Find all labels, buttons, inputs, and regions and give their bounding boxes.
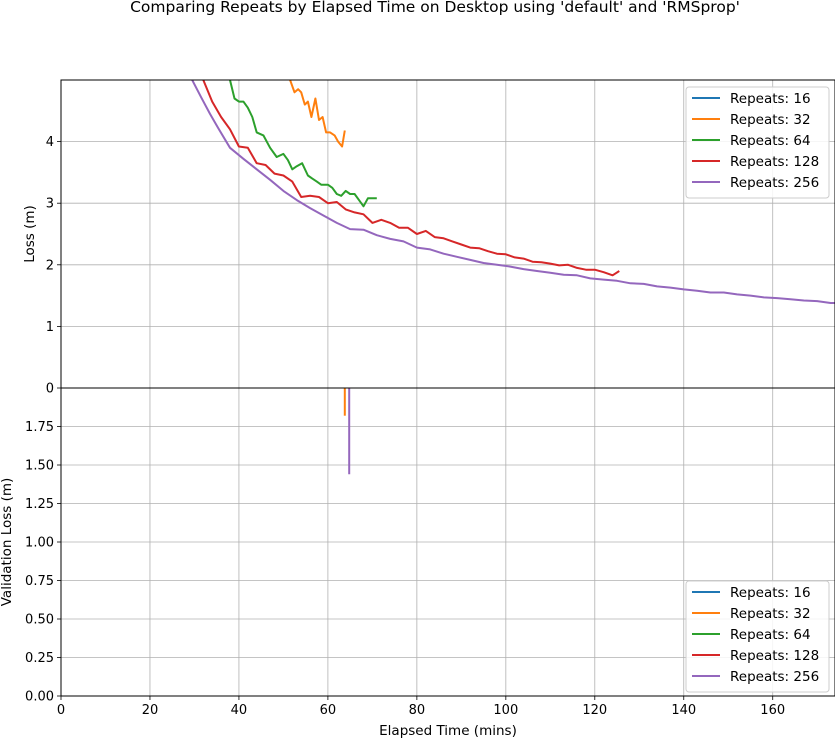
validation-legend-label: Repeats: 32 xyxy=(730,606,811,622)
validation-legend-label: Repeats: 256 xyxy=(730,669,819,685)
validation-y-tick-label: 0.00 xyxy=(25,690,54,705)
loss-y-axis-label: Loss (m) xyxy=(22,205,38,263)
x-tick-label: 140 xyxy=(671,703,696,718)
loss-series-line xyxy=(191,80,835,304)
x-tick-label: 120 xyxy=(582,703,607,718)
loss-y-ticks: 0 1 2 3 4 xyxy=(46,135,61,397)
validation-legend-label: Repeats: 64 xyxy=(730,627,811,643)
loss-legend-label: Repeats: 256 xyxy=(730,175,819,191)
validation-legend: Repeats: 16 Repeats: 32 Repeats: 64 Repeats… xyxy=(685,580,830,693)
x-tick-label: 160 xyxy=(760,703,785,718)
validation-y-tick-label: 0.25 xyxy=(25,651,54,666)
validation-y-tick-label: 0.50 xyxy=(25,613,54,628)
x-axis-label: Elapsed Time (mins) xyxy=(379,723,517,739)
x-tick-label: 40 xyxy=(231,703,248,718)
loss-y-tick-label: 1 xyxy=(46,320,54,335)
x-tick-label: 80 xyxy=(409,703,426,718)
validation-y-tick-label: 1.75 xyxy=(25,420,54,435)
loss-series-lines xyxy=(191,80,835,304)
x-tick-label: 0 xyxy=(57,703,65,718)
loss-y-tick-label: 0 xyxy=(46,382,54,397)
validation-y-tick-label: 1.50 xyxy=(25,459,54,474)
loss-legend-box xyxy=(685,86,830,199)
loss-y-tick-label: 2 xyxy=(46,258,54,273)
validation-series-lines xyxy=(343,388,351,475)
loss-legend-label: Repeats: 32 xyxy=(730,112,811,128)
validation-y-tick-label: 0.75 xyxy=(25,574,54,589)
x-tick-label: 20 xyxy=(142,703,159,718)
loss-series-line xyxy=(229,80,377,208)
loss-legend-label: Repeats: 64 xyxy=(730,133,811,149)
x-tick-label: 60 xyxy=(320,703,337,718)
loss-legend: Repeats: 16 Repeats: 32 Repeats: 64 Repeats… xyxy=(685,86,830,199)
loss-y-tick-label: 3 xyxy=(46,197,54,212)
figure-title: Comparing Repeats by Elapsed Time on Des… xyxy=(130,0,740,16)
loss-legend-label: Repeats: 128 xyxy=(730,154,819,170)
loss-series-line xyxy=(289,80,346,148)
validation-legend-label: Repeats: 128 xyxy=(730,648,819,664)
validation-legend-box xyxy=(685,580,830,693)
validation-y-ticks: 0.00 0.25 0.50 0.75 1.00 1.25 1.50 1.75 xyxy=(25,420,61,705)
loss-y-tick-label: 4 xyxy=(46,135,54,150)
x-ticks: 0 20 40 60 80 100 120 140 160 xyxy=(57,696,785,718)
validation-y-tick-label: 1.25 xyxy=(25,497,54,512)
validation-legend-label: Repeats: 16 xyxy=(730,585,811,601)
loss-series-line xyxy=(202,80,620,277)
x-tick-label: 100 xyxy=(493,703,518,718)
validation-loss-panel: 0.00 0.25 0.50 0.75 1.00 1.25 1.50 1.75 0 20 40 60… xyxy=(0,387,835,739)
validation-y-tick-label: 1.00 xyxy=(25,536,54,551)
loss-legend-label: Repeats: 16 xyxy=(730,91,811,107)
validation-y-axis-label: Validation Loss (m) xyxy=(0,478,15,607)
